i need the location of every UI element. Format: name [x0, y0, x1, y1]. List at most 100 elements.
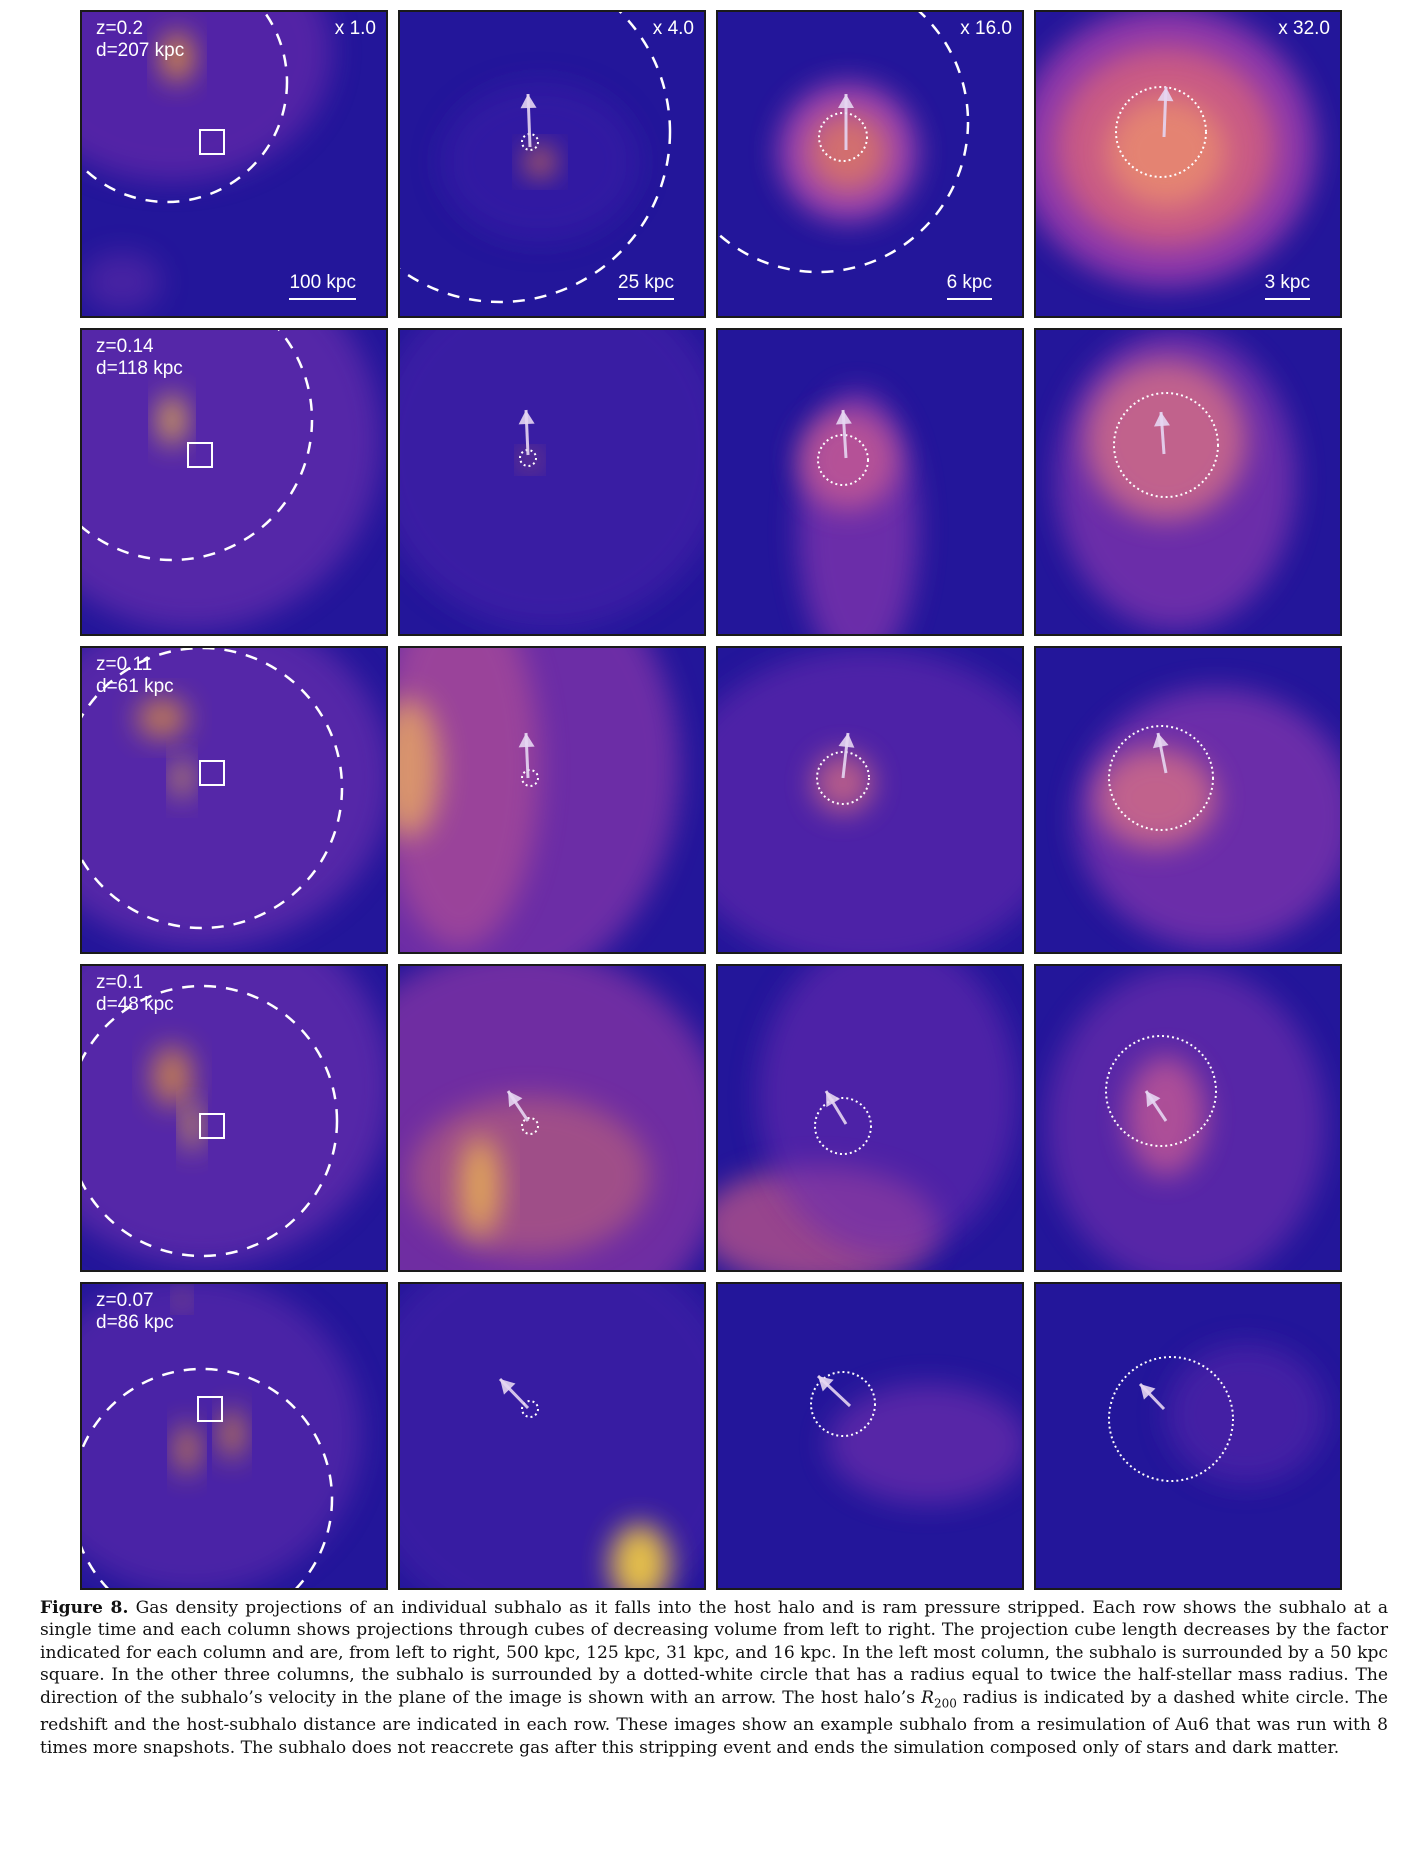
projection-panel-r0-c2: x 16.0 6 kpc	[716, 10, 1024, 318]
host-r200-dashed-circle	[718, 12, 970, 274]
velocity-arrow	[835, 409, 852, 459]
redshift-label: z=0.07	[96, 1290, 154, 1311]
half-mass-dotted-circle	[810, 1371, 876, 1437]
gas-density-map	[1036, 1284, 1340, 1588]
gas-density-blob	[808, 112, 888, 192]
gas-density-map	[718, 648, 1022, 952]
half-mass-dotted-circle	[521, 133, 539, 151]
subhalo-square-marker	[199, 760, 225, 786]
gas-density-blob	[176, 1291, 188, 1307]
host-r200-dashed-circle	[400, 12, 672, 304]
gas-density-blob	[184, 1101, 200, 1151]
half-mass-dotted-circle	[816, 751, 870, 805]
projection-panel-r1-c0: z=0.14 d=118 kpc	[80, 328, 388, 636]
gas-density-map	[718, 966, 1022, 1270]
gas-density-map	[1036, 330, 1340, 634]
distance-label: d=207 kpc	[96, 40, 185, 61]
gas-density-blob	[82, 12, 332, 182]
distance-label: d=61 kpc	[96, 676, 174, 697]
gas-density-map	[1036, 648, 1340, 952]
gas-density-blob	[1106, 97, 1226, 207]
projection-panel-r3-c2	[716, 964, 1024, 1272]
velocity-arrow	[824, 1090, 848, 1125]
distance-label: d=118 kpc	[96, 358, 183, 379]
projection-panel-r4-c3	[1034, 1282, 1342, 1590]
gas-density-map	[82, 966, 386, 1270]
projection-panel-r2-c2	[716, 646, 1024, 954]
projection-panel-r4-c2	[716, 1282, 1024, 1590]
caption-text-part2: radius is indicated by a dashed white ci…	[40, 1687, 1388, 1758]
scale-bar-line	[1264, 298, 1310, 300]
gas-density-blob	[152, 1046, 192, 1106]
projection-panel-r4-c1	[398, 1282, 706, 1590]
host-r200-dashed-circle	[82, 12, 289, 204]
velocity-arrow	[1144, 1090, 1168, 1122]
half-mass-dotted-circle	[521, 1117, 539, 1135]
velocity-arrow	[1138, 1382, 1166, 1411]
gas-density-blob	[82, 966, 386, 1266]
gas-density-blob	[410, 1096, 650, 1256]
half-mass-dotted-circle	[1108, 1356, 1234, 1482]
half-mass-dotted-circle	[814, 1097, 872, 1155]
figure-caption: Figure 8. Gas density projections of an …	[40, 1597, 1388, 1759]
magnification-label: x 4.0	[652, 18, 694, 39]
half-mass-dotted-circle	[1113, 392, 1219, 498]
half-mass-dotted-circle	[521, 1400, 539, 1418]
gas-density-blob	[400, 1284, 704, 1588]
host-r200-dashed-circle	[82, 648, 344, 930]
velocity-arrow	[1154, 411, 1170, 455]
redshift-label: z=0.1	[96, 972, 144, 993]
gas-density-blob	[828, 1384, 1022, 1504]
projection-panel-r0-c0: z=0.2 d=207 kpc x 1.0 100 kpc	[80, 10, 388, 318]
subhalo-square-marker	[199, 129, 225, 155]
velocity-arrow	[520, 93, 537, 148]
gas-density-map	[400, 966, 704, 1270]
velocity-arrow	[816, 1374, 852, 1408]
r200-subscript: 200	[933, 1696, 957, 1711]
velocity-arrow	[1157, 86, 1174, 138]
scale-bar-label: 25 kpc	[618, 272, 674, 293]
caption-text-part1: Gas density projections of an individual…	[40, 1598, 1389, 1708]
scale-bar: 100 kpc	[289, 272, 356, 300]
projection-panel-r0-c1: x 4.0 25 kpc	[398, 10, 706, 318]
gas-density-map	[400, 330, 704, 634]
gas-density-blob	[162, 32, 192, 82]
gas-density-blob	[400, 648, 540, 948]
scale-bar: 3 kpc	[1264, 272, 1310, 300]
projection-panel-r1-c2	[716, 328, 1024, 636]
subhalo-square-marker	[187, 442, 213, 468]
host-r200-dashed-circle	[82, 330, 314, 562]
magnification-label: x 16.0	[960, 18, 1012, 39]
projection-panel-r4-c0: z=0.07 d=86 kpc	[80, 1282, 388, 1590]
half-mass-dotted-circle	[1115, 86, 1207, 178]
projection-panel-r3-c3	[1034, 964, 1342, 1272]
redshift-label: z=0.11	[96, 654, 153, 675]
gas-density-map	[718, 12, 1022, 316]
gas-density-map	[400, 648, 704, 952]
velocity-arrow	[518, 409, 535, 456]
scale-bar-label: 3 kpc	[1264, 272, 1310, 293]
half-mass-dotted-circle	[1108, 725, 1214, 831]
gas-density-map	[1036, 966, 1340, 1270]
redshift-label: z=0.2	[96, 18, 144, 39]
gas-density-blob	[137, 698, 187, 738]
projection-panel-r0-c3: x 32.0 3 kpc	[1034, 10, 1342, 318]
gas-density-map	[1036, 12, 1340, 316]
gas-density-blob	[82, 252, 162, 312]
scale-bar-label: 6 kpc	[946, 272, 992, 293]
half-mass-dotted-circle	[519, 449, 537, 467]
half-mass-dotted-circle	[1105, 1035, 1217, 1147]
gas-density-blob	[160, 395, 184, 445]
gas-density-blob	[813, 753, 873, 813]
projection-panel-r1-c3	[1034, 328, 1342, 636]
distance-label: d=48 kpc	[96, 994, 174, 1015]
distance-label: d=86 kpc	[96, 1312, 174, 1333]
figure-8-panel-grid: z=0.2 d=207 kpc x 1.0 100 kpc x 4.0 25 kpc x 1…	[80, 10, 1350, 1595]
scale-bar-line	[946, 298, 992, 300]
gas-density-map	[82, 1284, 386, 1588]
velocity-arrow	[838, 94, 854, 150]
subhalo-square-marker	[199, 1113, 225, 1139]
r200-symbol: R	[921, 1687, 934, 1708]
projection-panel-r2-c3	[1034, 646, 1342, 954]
gas-density-blob	[718, 648, 1022, 952]
